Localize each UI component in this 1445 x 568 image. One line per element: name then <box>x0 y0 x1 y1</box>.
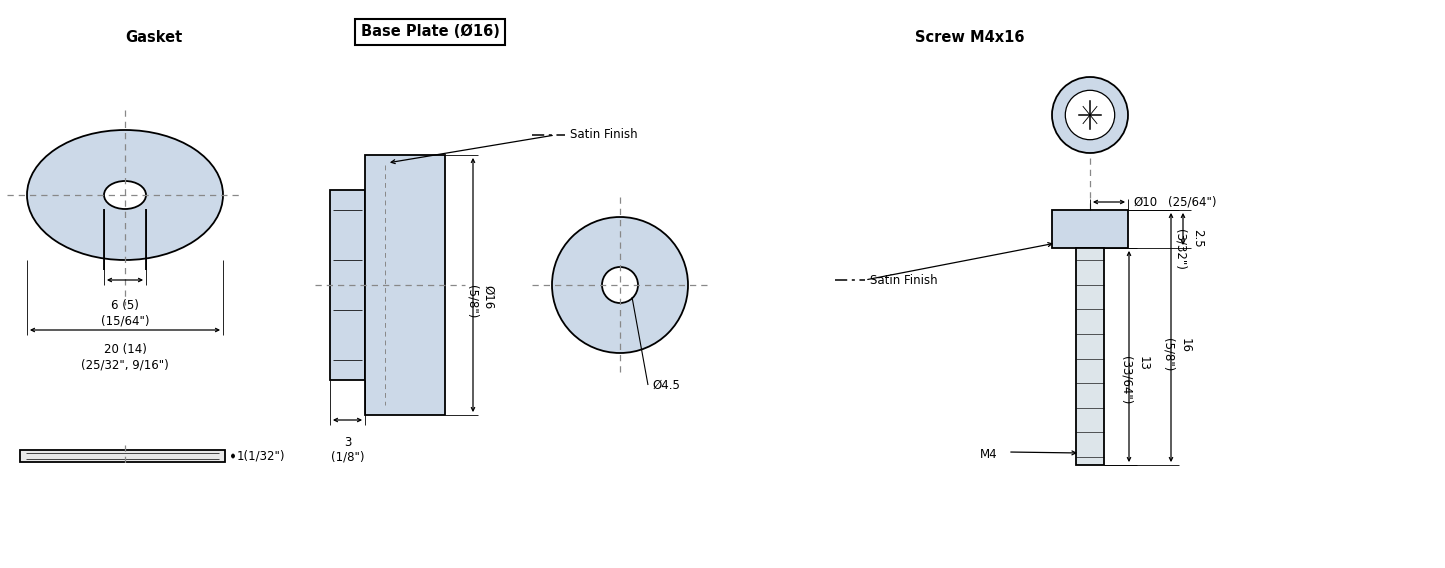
Ellipse shape <box>1052 77 1129 153</box>
Ellipse shape <box>27 130 223 260</box>
Text: Satin Finish: Satin Finish <box>870 274 938 286</box>
Text: 3
(1/8"): 3 (1/8") <box>331 436 364 464</box>
Text: M4: M4 <box>980 449 997 461</box>
Text: Satin Finish: Satin Finish <box>569 128 637 141</box>
Bar <box>329 190 366 380</box>
Bar <box>1077 248 1104 465</box>
Text: Ø4.5: Ø4.5 <box>652 378 681 391</box>
Text: Ø10: Ø10 <box>1133 195 1157 208</box>
Text: (25/64"): (25/64") <box>1168 195 1217 208</box>
Text: Base Plate (Ø16): Base Plate (Ø16) <box>361 24 500 40</box>
Ellipse shape <box>603 267 639 303</box>
Text: 16
(5/8"): 16 (5/8") <box>1162 337 1192 371</box>
Text: Ø16
(5/8"): Ø16 (5/8") <box>465 285 496 319</box>
Ellipse shape <box>104 181 146 209</box>
Text: 13
(33/64"): 13 (33/64") <box>1120 357 1150 405</box>
Text: 6 (5)
(15/64"): 6 (5) (15/64") <box>101 299 149 327</box>
Text: Gasket: Gasket <box>126 30 182 45</box>
Text: Screw M4x16: Screw M4x16 <box>915 30 1025 45</box>
Bar <box>20 450 225 462</box>
Bar <box>1052 210 1129 248</box>
Ellipse shape <box>552 217 688 353</box>
Ellipse shape <box>1065 90 1114 140</box>
Text: Base Plate (Ø16): Base Plate (Ø16) <box>361 24 500 40</box>
Text: 20 (14)
(25/32", 9/16"): 20 (14) (25/32", 9/16") <box>81 343 169 371</box>
Bar <box>366 155 445 415</box>
Text: 2.5
(3/32"): 2.5 (3/32") <box>1173 229 1204 270</box>
Text: 1(1/32"): 1(1/32") <box>237 449 286 462</box>
